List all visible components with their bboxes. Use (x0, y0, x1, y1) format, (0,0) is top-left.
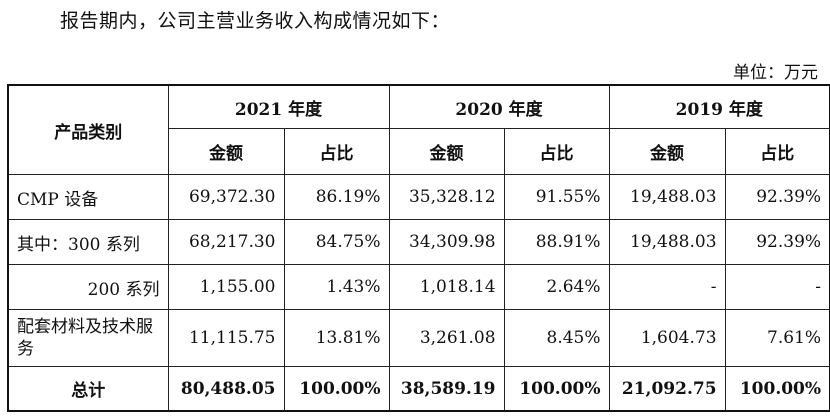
amount-header: 金额 (167, 128, 285, 175)
ratio-cell: 91.55% (503, 174, 610, 220)
table-row: 其中：300 系列 68,217.30 84.75% 34,309.98 88.… (7, 219, 830, 265)
amount-cell: 21,092.75 (608, 366, 726, 412)
row-label: CMP 设备 (7, 174, 169, 220)
ratio-cell: 100.00% (283, 366, 390, 412)
ratio-header: 占比 (283, 128, 390, 175)
row-label: 200 系列 (7, 264, 169, 310)
ratio-cell: 92.39% (724, 219, 830, 265)
amount-header: 金额 (388, 128, 505, 175)
unit-label: 单位：万元 (733, 63, 818, 83)
ratio-cell: 100.00% (503, 366, 610, 412)
ratio-cell: 8.45% (503, 309, 610, 367)
amount-cell: 19,488.03 (608, 219, 726, 265)
intro-text: 报告期内，公司主营业务收入构成情况如下： (60, 10, 451, 32)
year-header-2021: 2021 年度 (167, 84, 390, 129)
ratio-header: 占比 (503, 128, 610, 175)
amount-cell: 68,217.30 (167, 219, 285, 265)
amount-cell: 3,261.08 (388, 309, 505, 367)
ratio-cell: 13.81% (283, 309, 390, 367)
ratio-cell: 92.39% (724, 174, 830, 220)
ratio-cell: 88.91% (503, 219, 610, 265)
ratio-header: 占比 (724, 128, 830, 175)
amount-cell: 19,488.03 (608, 174, 726, 220)
amount-cell: 35,328.12 (388, 174, 505, 220)
ratio-cell: 2.64% (503, 264, 610, 310)
category-header: 产品类别 (7, 84, 169, 175)
amount-cell: 80,488.05 (167, 366, 285, 412)
table-row: 200 系列 1,155.00 1.43% 1,018.14 2.64% - - (7, 264, 830, 310)
amount-cell: 34,309.98 (388, 219, 505, 265)
row-label: 其中：300 系列 (7, 219, 169, 265)
revenue-table: 产品类别 2021 年度 2020 年度 2019 年度 金额 占比 金额 占比… (7, 84, 830, 412)
table-row: CMP 设备 69,372.30 86.19% 35,328.12 91.55%… (7, 174, 830, 220)
ratio-cell: 7.61% (724, 309, 830, 367)
ratio-cell: 84.75% (283, 219, 390, 265)
ratio-cell: 1.43% (283, 264, 390, 310)
ratio-cell: 86.19% (283, 174, 390, 220)
amount-cell: 1,155.00 (167, 264, 285, 310)
amount-cell: 11,115.75 (167, 309, 285, 367)
amount-cell: 69,372.30 (167, 174, 285, 220)
total-row: 总计 80,488.05 100.00% 38,589.19 100.00% 2… (7, 366, 830, 412)
ratio-cell: 100.00% (724, 366, 830, 412)
amount-cell: 38,589.19 (388, 366, 505, 412)
amount-cell: 1,604.73 (608, 309, 726, 367)
year-header-2019: 2019 年度 (608, 84, 830, 129)
amount-header: 金额 (608, 128, 726, 175)
row-label: 配套材料及技术服务 (7, 309, 169, 367)
year-header-2020: 2020 年度 (388, 84, 610, 129)
total-label: 总计 (7, 366, 169, 412)
table-row: 配套材料及技术服务 11,115.75 13.81% 3,261.08 8.45… (7, 309, 830, 367)
ratio-cell: - (724, 264, 830, 310)
amount-cell: 1,018.14 (388, 264, 505, 310)
amount-cell: - (608, 264, 726, 310)
